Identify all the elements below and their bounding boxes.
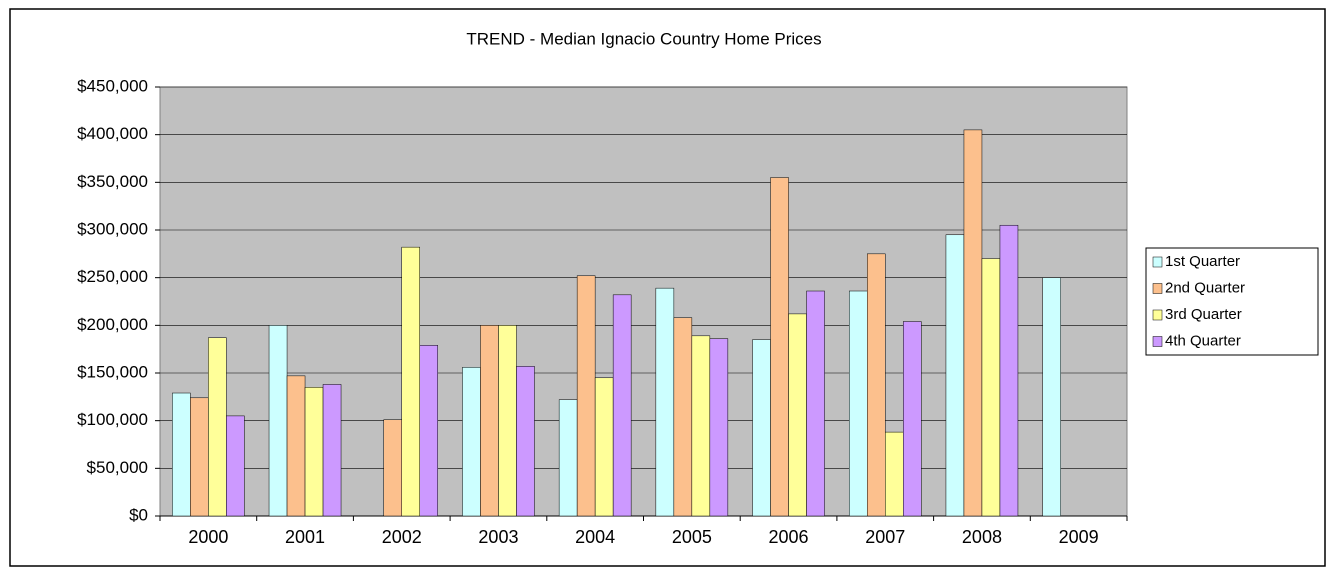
x-tick-label: 2007 (865, 527, 905, 547)
bar (963, 129, 983, 517)
y-tick-label: $0 (129, 505, 148, 524)
bar (322, 384, 342, 517)
bar (903, 321, 922, 517)
x-tick-label: 2002 (382, 527, 422, 547)
legend-label: 3rd Quarter (1165, 306, 1242, 323)
legend-swatch (1152, 283, 1163, 294)
bar (945, 234, 965, 517)
bar (419, 345, 438, 517)
bar (516, 366, 535, 517)
bar (885, 431, 904, 517)
x-tick-label: 2008 (962, 527, 1002, 547)
bar (867, 253, 886, 517)
bar (462, 367, 481, 517)
y-tick-label: $450,000 (77, 76, 148, 95)
legend-swatch (1152, 256, 1163, 268)
bar (981, 258, 1001, 517)
bar (709, 338, 729, 517)
bar (226, 415, 245, 517)
legend-label: 4th Quarter (1165, 332, 1241, 349)
x-tick-label: 2006 (769, 527, 809, 547)
bar (268, 325, 288, 517)
bar (498, 325, 517, 517)
bar (655, 287, 675, 517)
legend-swatch (1152, 309, 1163, 321)
bar (806, 290, 825, 517)
bar (612, 294, 632, 517)
y-tick-label: $400,000 (77, 124, 148, 143)
y-tick-label: $250,000 (77, 267, 148, 286)
bar (383, 419, 402, 517)
bar (304, 387, 324, 517)
y-tick-label: $50,000 (87, 458, 148, 477)
bar (673, 317, 693, 517)
chart-title: TREND - Median Ignacio Country Home Pric… (466, 29, 821, 48)
bar (770, 177, 789, 517)
bar (286, 375, 306, 517)
legend-label: 2nd Quarter (1165, 279, 1245, 296)
bar (849, 290, 868, 517)
bar (401, 246, 420, 517)
x-tick-label: 2003 (478, 527, 518, 547)
x-tick-label: 2005 (672, 527, 712, 547)
bar (788, 313, 807, 517)
bar (576, 275, 596, 517)
bar (1042, 277, 1061, 517)
bar (999, 224, 1019, 517)
x-tick-label: 2009 (1059, 527, 1099, 547)
x-tick-label: 2001 (285, 527, 325, 547)
legend-label: 1st Quarter (1165, 253, 1240, 270)
bar (480, 325, 499, 517)
bar (208, 337, 227, 517)
bar (594, 377, 614, 517)
y-tick-label: $200,000 (77, 315, 148, 334)
y-tick-label: $300,000 (77, 219, 148, 238)
bar (752, 339, 771, 517)
bar (558, 399, 578, 517)
x-tick-label: 2004 (575, 527, 615, 547)
bar (691, 335, 711, 517)
bar (172, 392, 191, 517)
bar (190, 397, 209, 517)
legend-swatch (1152, 336, 1163, 347)
y-tick-label: $350,000 (77, 172, 148, 191)
legend-box (1145, 247, 1319, 356)
x-tick-label: 2000 (188, 527, 228, 547)
y-tick-label: $100,000 (77, 410, 148, 429)
y-tick-label: $150,000 (77, 362, 148, 381)
